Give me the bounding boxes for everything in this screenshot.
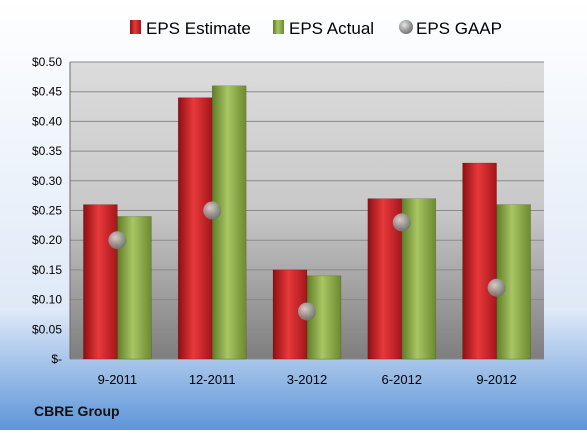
y-tick-label: $0.05 [32,322,62,336]
y-tick-label: $0.15 [32,263,62,277]
x-axis: 9-2011 12-2011 3-2012 6-2012 9-2012 [98,372,517,387]
y-tick-label: $0.25 [32,204,62,218]
eps-gaap-marker [298,302,316,321]
eps-gaap-marker [203,201,222,220]
x-tick-label: 9-2011 [98,372,138,387]
x-tick-label: 12-2011 [189,372,236,387]
x-tick-label: 3-2012 [287,372,327,387]
legend-swatch [130,20,141,34]
eps-gaap-marker [392,213,411,232]
x-tick-label: 9-2012 [476,372,516,387]
x-tick-label: 6-2012 [382,372,422,387]
legend-swatch [273,20,284,34]
eps-gaap-marker [108,231,127,250]
y-tick-label: $0.35 [32,144,62,158]
y-tick-label: $0.50 [32,55,62,69]
eps-actual-bar [211,85,247,360]
eps-gaap-marker [487,278,506,297]
legend-label: EPS GAAP [416,19,502,38]
gaap-markers [108,201,506,321]
legend-label: EPS Actual [289,19,374,38]
y-tick-label: $0.45 [32,85,62,99]
legend-swatch [399,20,413,34]
eps-estimate-bar [462,162,497,360]
y-tick-label: $- [51,352,62,366]
company-label: CBRE Group [34,403,120,419]
eps-estimate-bar [177,97,213,360]
legend: EPS Estimate EPS Actual EPS GAAP [130,19,502,38]
eps-estimate-bar [83,204,118,360]
y-tick-label: $0.20 [32,233,62,247]
legend-label: EPS Estimate [146,19,251,38]
y-axis: $- $0.05 $0.10 $0.15 $0.20 $0.25 $0.30 $0.35 $0.… [32,55,71,366]
y-tick-label: $0.40 [32,114,62,128]
y-tick-label: $0.10 [32,293,62,307]
y-tick-label: $0.30 [32,174,62,188]
